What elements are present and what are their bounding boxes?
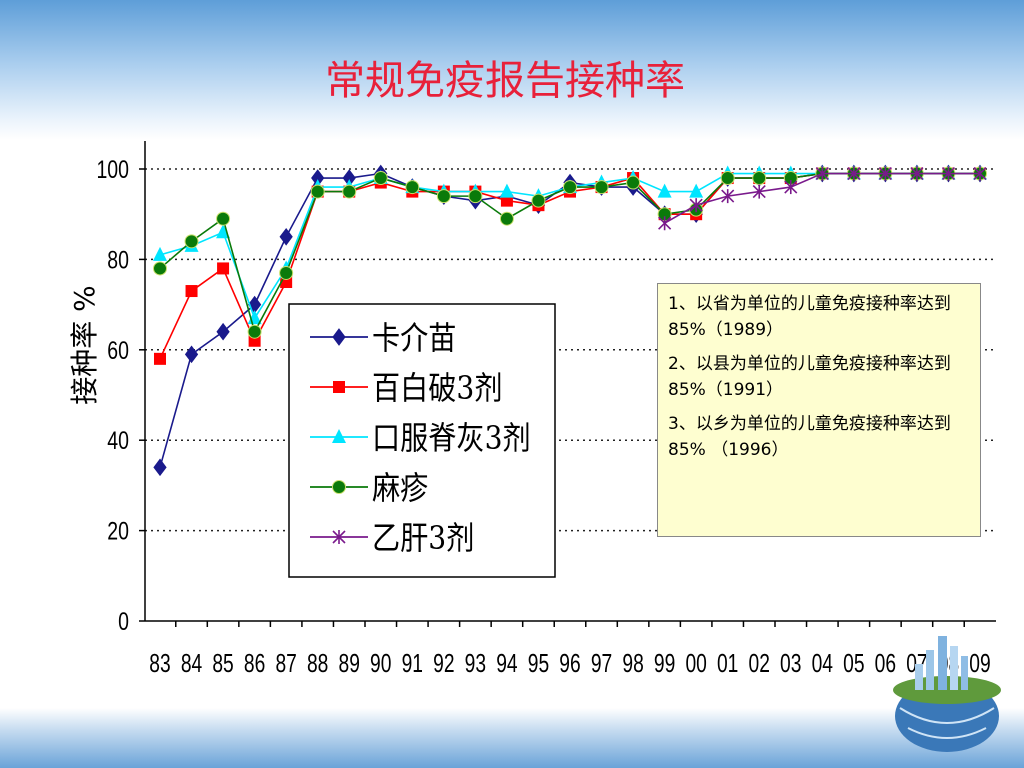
- data-point: [878, 166, 892, 181]
- data-point: [405, 180, 420, 195]
- data-point: [310, 184, 325, 199]
- data-point: [594, 180, 609, 195]
- x-tick-label: 95: [528, 648, 549, 678]
- data-point: [153, 246, 167, 261]
- data-point: [216, 322, 230, 341]
- y-tick-label: 100: [96, 156, 129, 184]
- x-tick-label: 04: [812, 648, 834, 678]
- data-point: [153, 261, 167, 276]
- legend-marker: [332, 480, 346, 494]
- legend-label: 麻疹: [372, 470, 428, 507]
- slide-title: 常规免疫报告接种率: [325, 58, 685, 104]
- x-tick-label: 86: [244, 648, 265, 678]
- data-point: [342, 184, 357, 199]
- milestone-note-box: 1、以省为单位的儿童免疫接种率达到85%（1989） 2、以县为单位的儿童免疫接…: [657, 283, 981, 537]
- x-tick-label: 85: [212, 648, 233, 678]
- data-point: [185, 285, 198, 298]
- data-point: [815, 166, 829, 181]
- x-tick-label: 89: [339, 648, 360, 678]
- data-point: [531, 193, 546, 208]
- data-point: [689, 198, 703, 213]
- data-point: [847, 166, 861, 181]
- series-points-4: [658, 166, 987, 231]
- x-tick-label: 93: [465, 648, 486, 678]
- data-point: [499, 211, 514, 226]
- x-tick-label: 90: [370, 648, 391, 678]
- x-tick-label: 97: [591, 648, 612, 678]
- data-point: [626, 175, 641, 190]
- milestone-note-2: 2、以县为单位的儿童免疫接种率达到85%（1991）: [668, 354, 951, 400]
- data-point: [721, 189, 735, 204]
- data-point: [373, 171, 388, 186]
- x-tick-label: 83: [149, 648, 170, 678]
- y-tick-label: 40: [107, 427, 129, 455]
- data-point: [247, 324, 262, 339]
- data-point: [910, 166, 924, 181]
- data-point: [784, 180, 798, 195]
- x-tick-label: 96: [559, 648, 580, 678]
- data-point: [279, 265, 294, 280]
- x-tick-label: 98: [622, 648, 643, 678]
- x-tick-label: 99: [654, 648, 675, 678]
- data-point: [720, 171, 735, 186]
- footer-background: [0, 708, 1024, 768]
- data-point: [563, 180, 577, 195]
- legend-marker: [333, 381, 345, 393]
- data-point: [216, 224, 231, 239]
- data-point: [468, 189, 483, 204]
- data-point: [658, 216, 672, 231]
- milestone-note-3: 3、以乡为单位的儿童免疫接种率达到85% （1996）: [668, 414, 951, 460]
- globe-city-logo: [893, 636, 1001, 752]
- y-tick-label: 60: [107, 336, 129, 364]
- x-tick-label: 05: [843, 648, 864, 678]
- x-tick-label: 88: [307, 648, 328, 678]
- milestone-note-1: 1、以省为单位的儿童免疫接种率达到85%（1989）: [668, 294, 951, 340]
- legend-label: 卡介苗: [372, 320, 456, 357]
- legend-label: 口服脊灰3剂: [372, 420, 531, 457]
- data-point: [500, 194, 513, 207]
- y-tick-label: 80: [107, 246, 129, 274]
- y-axis-label: 接种率 %: [68, 285, 101, 405]
- y-tick-label: 0: [118, 608, 129, 636]
- x-tick-label: 06: [875, 648, 896, 678]
- legend-label: 百白破3剂: [372, 370, 502, 407]
- legend-marker: [332, 530, 346, 544]
- x-tick-label: 87: [275, 648, 296, 678]
- x-tick-label: 94: [496, 648, 518, 678]
- data-point: [184, 345, 199, 364]
- data-point: [216, 211, 231, 226]
- x-tick-label: 03: [780, 648, 801, 678]
- legend-label: 乙肝3剂: [372, 520, 474, 557]
- data-point: [657, 183, 672, 198]
- legend-marker: [332, 429, 346, 443]
- data-point: [973, 166, 987, 181]
- x-tick-label: 91: [402, 648, 423, 678]
- x-tick-label: 84: [181, 648, 203, 678]
- data-point: [279, 227, 293, 246]
- x-tick-label: 09: [969, 648, 990, 678]
- data-point: [436, 189, 451, 204]
- data-point: [217, 262, 230, 275]
- x-tick-label: 01: [717, 648, 738, 678]
- data-point: [154, 352, 166, 365]
- legend-marker: [332, 328, 346, 346]
- header-background: [0, 0, 1024, 140]
- y-tick-label: 20: [107, 517, 129, 545]
- data-point: [941, 166, 956, 181]
- data-point: [184, 234, 199, 249]
- data-point: [689, 183, 704, 198]
- data-point: [752, 184, 766, 199]
- data-point: [153, 458, 167, 477]
- data-point: [499, 183, 514, 198]
- x-tick-label: 00: [685, 648, 706, 678]
- data-point: [752, 171, 767, 186]
- x-tick-label: 02: [749, 648, 770, 678]
- x-tick-label: 92: [433, 648, 454, 678]
